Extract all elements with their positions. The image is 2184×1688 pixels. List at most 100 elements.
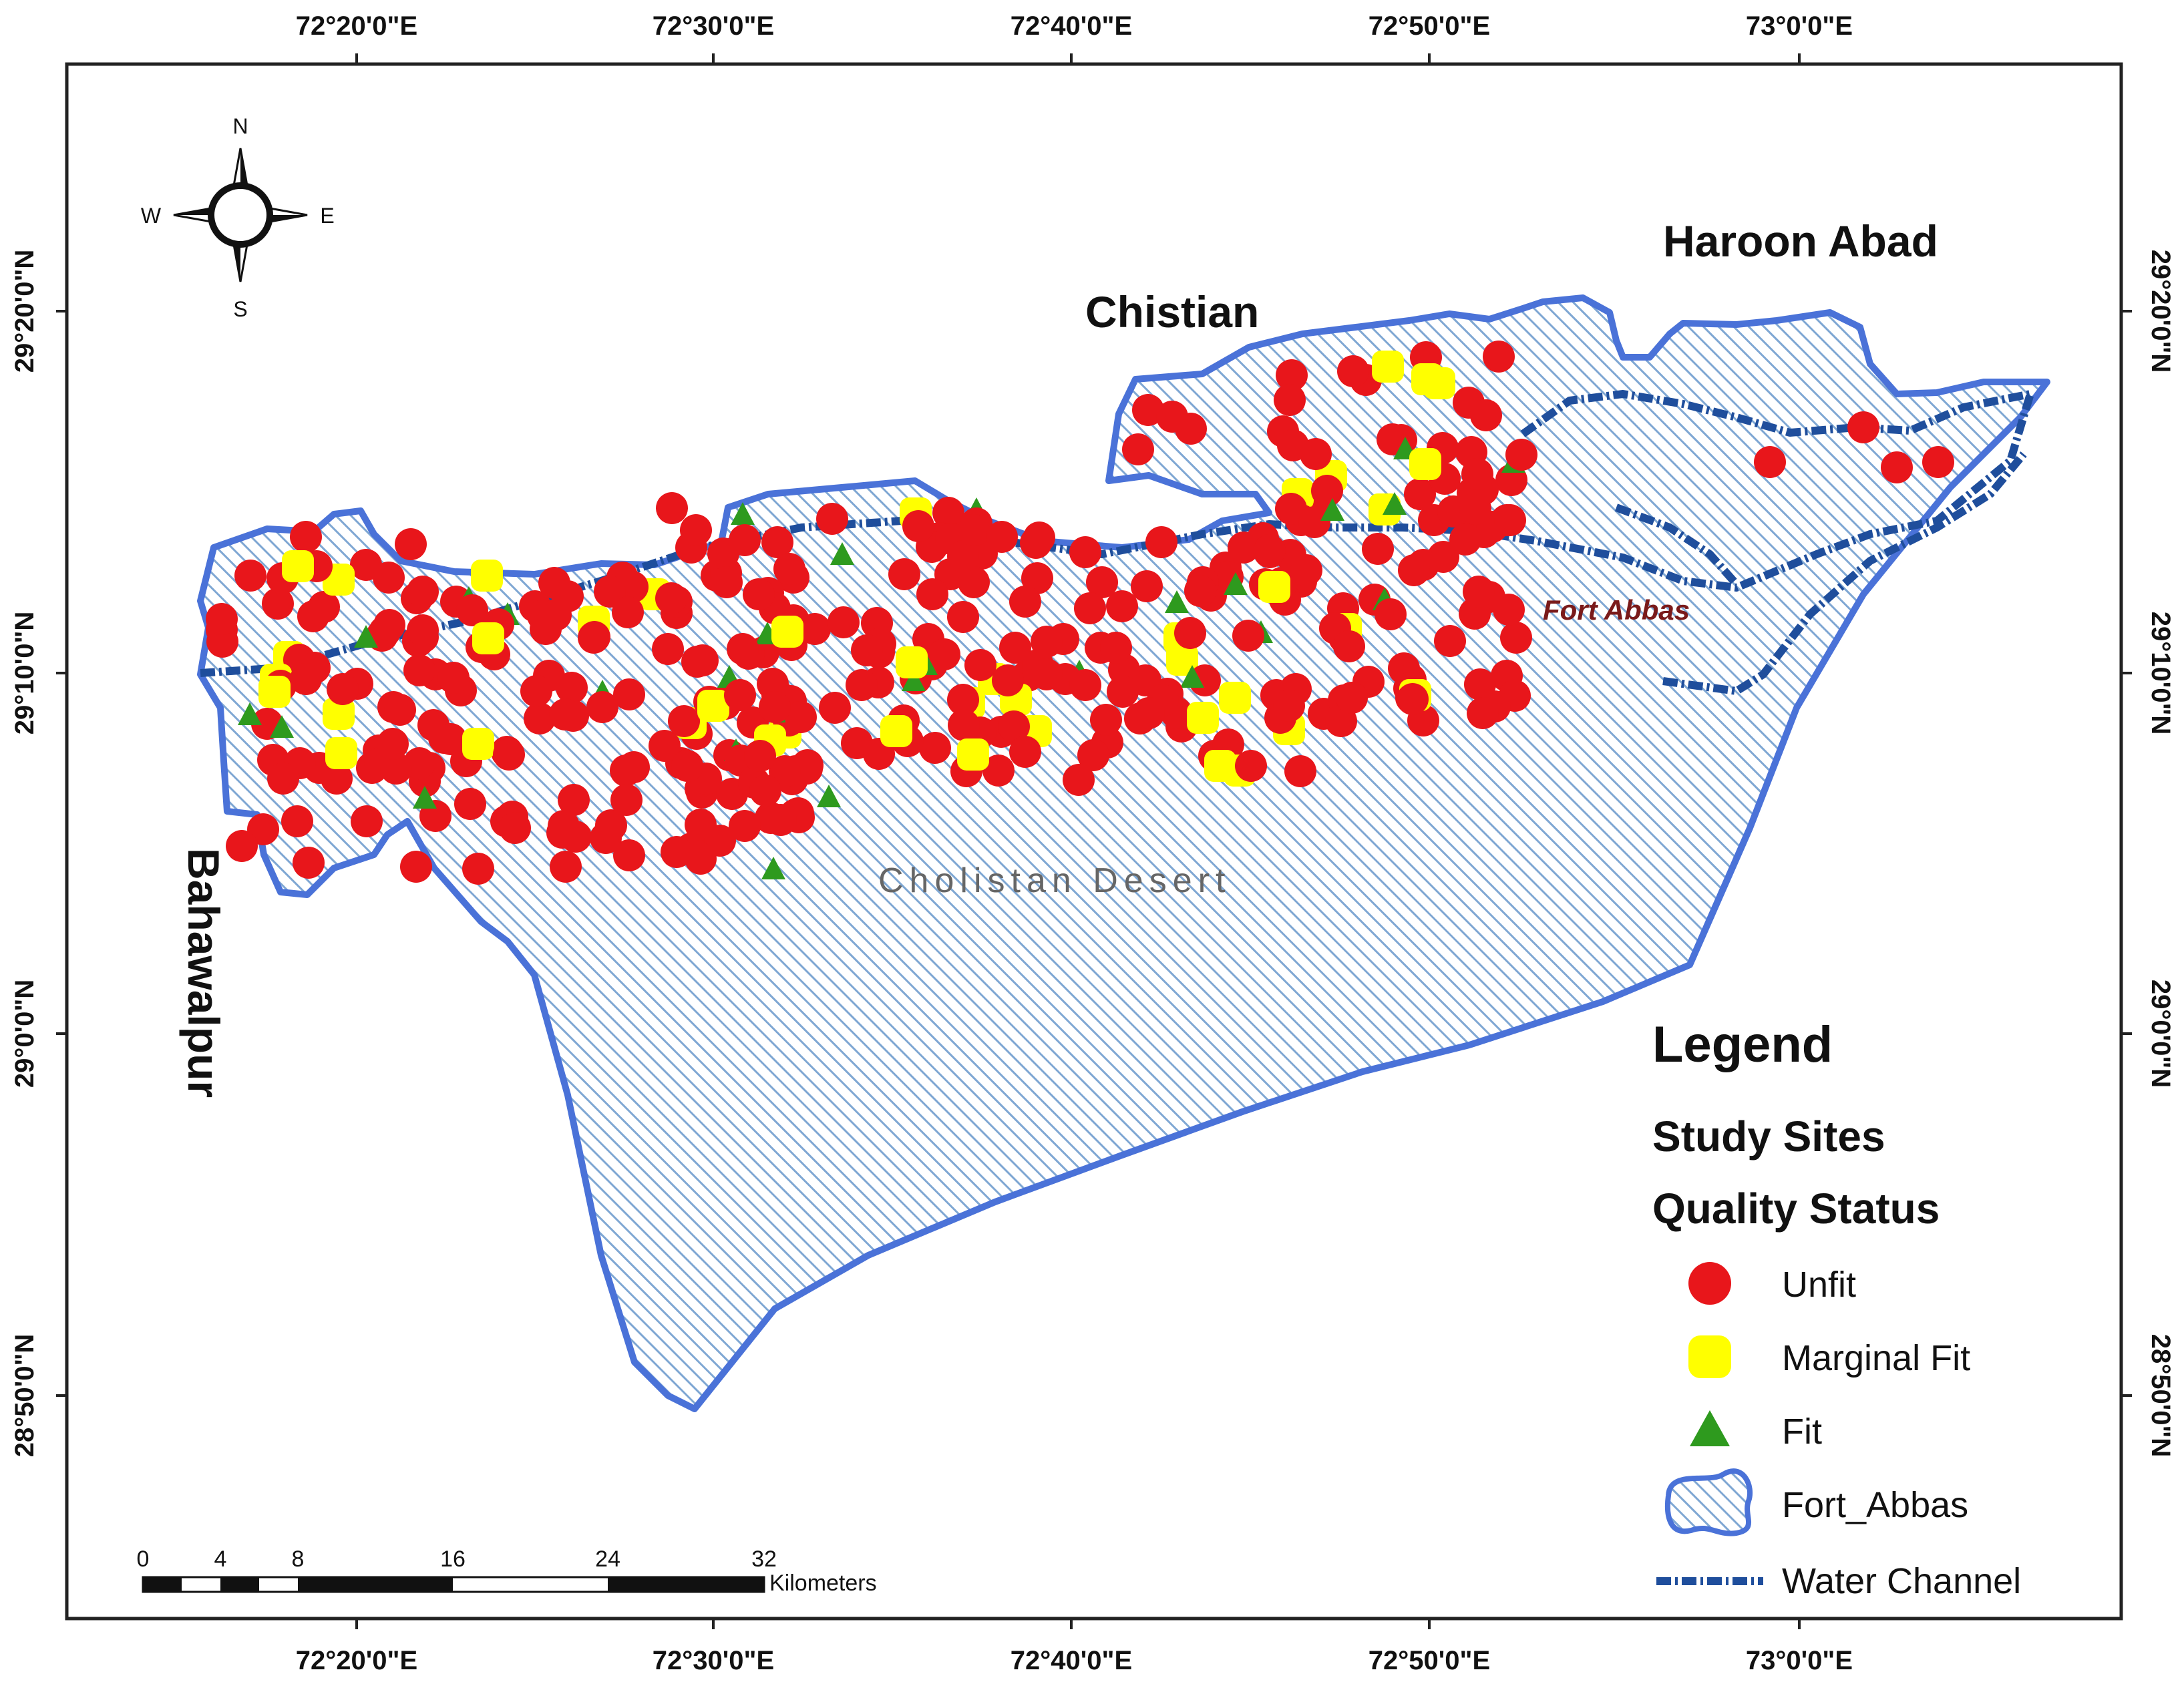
site-unfit-288	[998, 710, 1030, 743]
site-unfit-54	[234, 560, 266, 592]
site-fit-226	[902, 668, 926, 691]
site-unfit-41	[206, 603, 238, 635]
site-marginal-fit-56	[258, 676, 291, 708]
site-unfit-233	[656, 492, 688, 524]
site-unfit-281	[1086, 566, 1118, 598]
scale-tick-8: 8	[292, 1546, 305, 1572]
site-unfit-44	[373, 562, 405, 594]
place-label-chistian: Chistian	[1085, 287, 1259, 337]
site-marginal-fit-57	[282, 550, 314, 582]
site-unfit-305	[1031, 658, 1063, 690]
site-unfit-55	[380, 753, 412, 785]
site-unfit-60	[267, 763, 299, 795]
site-unfit-237	[828, 606, 860, 638]
site-unfit-31	[400, 851, 432, 883]
site-unfit-223	[680, 514, 712, 546]
site-unfit-242	[851, 634, 883, 666]
site-unfit-392	[1300, 438, 1332, 470]
legend-title: Legend	[1652, 1016, 1833, 1073]
site-unfit-267	[1069, 536, 1101, 568]
site-unfit-154	[520, 675, 552, 707]
site-unfit-283	[1184, 575, 1216, 607]
site-unfit-19	[437, 662, 470, 694]
site-unfit-258	[1145, 526, 1177, 558]
fort-abbas-boundary	[197, 294, 2050, 1412]
lat-label-left-3: 29°0'0"N	[10, 980, 39, 1088]
site-unfit-123	[546, 817, 578, 849]
lat-label-right-2: 29°10'0"N	[2146, 612, 2175, 735]
lon-label-bottom-3: 72°40'0"E	[1011, 1646, 1132, 1675]
site-unfit-261	[986, 521, 1018, 553]
site-unfit-408	[1470, 399, 1502, 431]
site-unfit-62	[384, 694, 416, 726]
site-marginal-fit-23	[323, 698, 355, 730]
site-fit-68	[354, 625, 378, 648]
site-unfit-58	[293, 847, 325, 879]
study-sites	[206, 341, 1954, 885]
site-unfit-128	[524, 702, 556, 734]
site-unfit-190	[799, 613, 831, 645]
site-fit-59	[270, 715, 294, 738]
lat-label-right-3: 29°0'0"N	[2146, 980, 2175, 1088]
legend-marginal-fit-symbol	[1688, 1335, 1731, 1378]
site-unfit-302	[1228, 532, 1260, 564]
site-unfit-157	[558, 784, 590, 816]
site-unfit-240	[819, 692, 851, 724]
site-unfit-357	[1311, 475, 1343, 507]
site-marginal-fit-406	[1372, 351, 1404, 383]
site-unfit-74	[550, 851, 582, 883]
site-unfit-245	[964, 649, 996, 681]
site-unfit-390	[1337, 355, 1369, 387]
site-unfit-234	[816, 503, 848, 535]
site-unfit-313	[1235, 750, 1267, 782]
site-unfit-67	[290, 663, 322, 695]
site-unfit-10	[407, 576, 439, 608]
site-unfit-248	[671, 750, 703, 782]
scale-unit-label: Kilometers	[769, 1570, 877, 1596]
site-unfit-247	[958, 514, 990, 546]
site-unfit-131	[594, 576, 626, 608]
site-unfit-155	[610, 784, 643, 816]
site-marginal-fit-231	[896, 646, 928, 678]
site-unfit-156	[685, 843, 717, 875]
site-unfit-285	[992, 664, 1024, 696]
site-unfit-113	[586, 691, 618, 723]
site-unfit-90	[661, 836, 693, 868]
site-marginal-fit-230	[957, 738, 989, 771]
site-fit-48	[238, 702, 262, 725]
site-unfit-310	[1107, 676, 1139, 708]
lon-label-top-4: 72°50'0"E	[1369, 11, 1490, 41]
site-unfit-369	[1404, 478, 1436, 510]
site-unfit-124	[613, 839, 645, 871]
site-unfit-382	[1500, 622, 1532, 654]
site-fit-308	[1180, 665, 1204, 688]
site-unfit-315	[1100, 632, 1132, 664]
site-unfit-64	[395, 528, 427, 560]
site-fit-311	[1224, 572, 1248, 595]
longitude-ticks	[355, 53, 1801, 1629]
site-fit-39	[413, 786, 437, 809]
site-unfit-412	[1122, 433, 1154, 465]
scale-tick-24: 24	[595, 1546, 620, 1572]
site-marginal-fit-208	[697, 690, 729, 722]
lat-label-left-1: 29°20'0"N	[10, 250, 39, 373]
scale-tick-16: 16	[440, 1546, 466, 1572]
site-fit-304	[1165, 590, 1189, 613]
site-unfit-145	[595, 809, 627, 841]
place-label-haroon-abad: Haroon Abad	[1663, 216, 1938, 266]
site-unfit-126	[456, 594, 488, 626]
compass-n-label: N	[232, 114, 248, 138]
site-unfit-137	[668, 705, 700, 737]
site-unfit-235	[729, 524, 761, 556]
site-unfit-224	[916, 578, 948, 610]
site-unfit-210	[902, 510, 934, 542]
lon-label-bottom-2: 72°30'0"E	[653, 1646, 774, 1675]
legend-water-channel-label: Water Channel	[1782, 1561, 2021, 1601]
compass-e-label: E	[320, 204, 334, 228]
legend-subtitle-study-sites: Study Sites	[1652, 1112, 1885, 1160]
site-unfit-260	[1131, 570, 1163, 602]
site-unfit-141	[612, 596, 644, 628]
site-unfit-397	[1254, 534, 1286, 566]
site-unfit-65	[327, 673, 359, 705]
legend-fort-abbas-label: Fort_Abbas	[1782, 1485, 1968, 1525]
